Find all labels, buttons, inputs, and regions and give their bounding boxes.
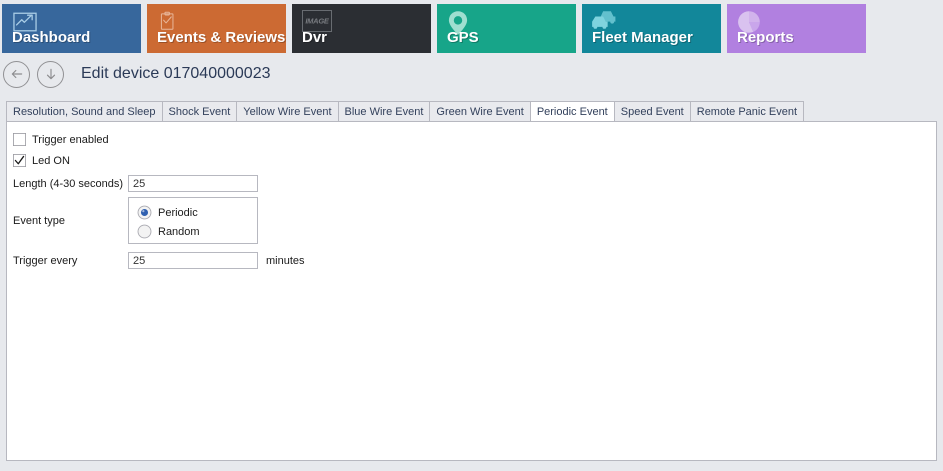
svg-text:IMAGE: IMAGE — [305, 17, 330, 26]
